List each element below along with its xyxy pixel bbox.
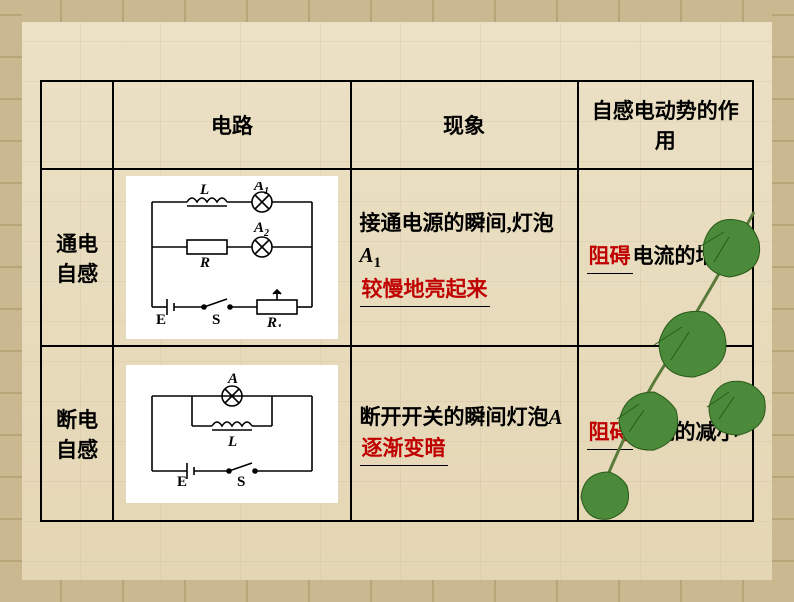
row2-pheno-fill: 逐渐变暗 <box>360 433 448 466</box>
row1-phenomenon: 接通电源的瞬间,灯泡 A1 较慢地亮起来 <box>351 169 578 346</box>
circuit-diagram-2: A L E S <box>126 365 338 503</box>
row2-action-fill: 阻碍 <box>587 417 633 450</box>
row1-label: 通电自感 <box>41 169 113 346</box>
border-right <box>772 0 794 602</box>
border-bottom <box>0 580 794 602</box>
svg-text:A2: A2 <box>253 220 269 239</box>
svg-text:E: E <box>156 312 166 327</box>
svg-text:R1: R1 <box>266 315 282 327</box>
row2-label: 断电自感 <box>41 346 113 521</box>
row2-phenomenon: 断开开关的瞬间灯泡A 逐渐变暗 <box>351 346 578 521</box>
border-top <box>0 0 794 22</box>
row1-action-fill: 阻碍 <box>587 241 633 274</box>
row1-pheno-prefix: 接通电源的瞬间,灯泡 <box>360 211 554 235</box>
row1-circuit-cell: L A1 A2 R R1 E S <box>113 169 350 346</box>
row2-action-suffix: 电流的减小 <box>633 420 738 444</box>
svg-text:E: E <box>177 474 187 490</box>
circuit1-svg: L A1 A2 R R1 E S <box>132 182 332 327</box>
row-power-off: 断电自感 <box>41 346 753 521</box>
header-row: 电路 现象 自感电动势的作用 <box>41 81 753 169</box>
svg-text:L: L <box>227 434 237 450</box>
row1-pheno-fill: 较慢地亮起来 <box>360 274 490 307</box>
header-action: 自感电动势的作用 <box>578 81 753 169</box>
svg-text:R: R <box>199 255 210 271</box>
header-blank <box>41 81 113 169</box>
row-power-on: 通电自感 <box>41 169 753 346</box>
row1-action-suffix: 电流的增加 <box>633 244 738 268</box>
self-induction-table: 电路 现象 自感电动势的作用 通电自感 <box>40 80 754 522</box>
svg-text:A: A <box>227 371 238 387</box>
header-phenomenon: 现象 <box>351 81 578 169</box>
content-area: 电路 现象 自感电动势的作用 通电自感 <box>40 80 754 522</box>
circuit-diagram-1: L A1 A2 R R1 E S <box>126 176 338 339</box>
row2-pheno-prefix: 断开开关的瞬间灯泡 <box>360 405 549 429</box>
row1-action: 阻碍电流的增加 <box>578 169 753 346</box>
row2-action: 阻碍电流的减小 <box>578 346 753 521</box>
row1-bulb-name: A <box>360 243 374 267</box>
header-circuit: 电路 <box>113 81 350 169</box>
border-left <box>0 0 22 602</box>
svg-text:S: S <box>212 312 220 327</box>
row1-bulb-sub: 1 <box>374 255 381 271</box>
svg-text:L: L <box>199 182 209 198</box>
row2-bulb-name: A <box>549 405 563 429</box>
svg-text:S: S <box>237 474 245 490</box>
row2-circuit-cell: A L E S <box>113 346 350 521</box>
circuit2-svg: A L E S <box>132 371 332 491</box>
